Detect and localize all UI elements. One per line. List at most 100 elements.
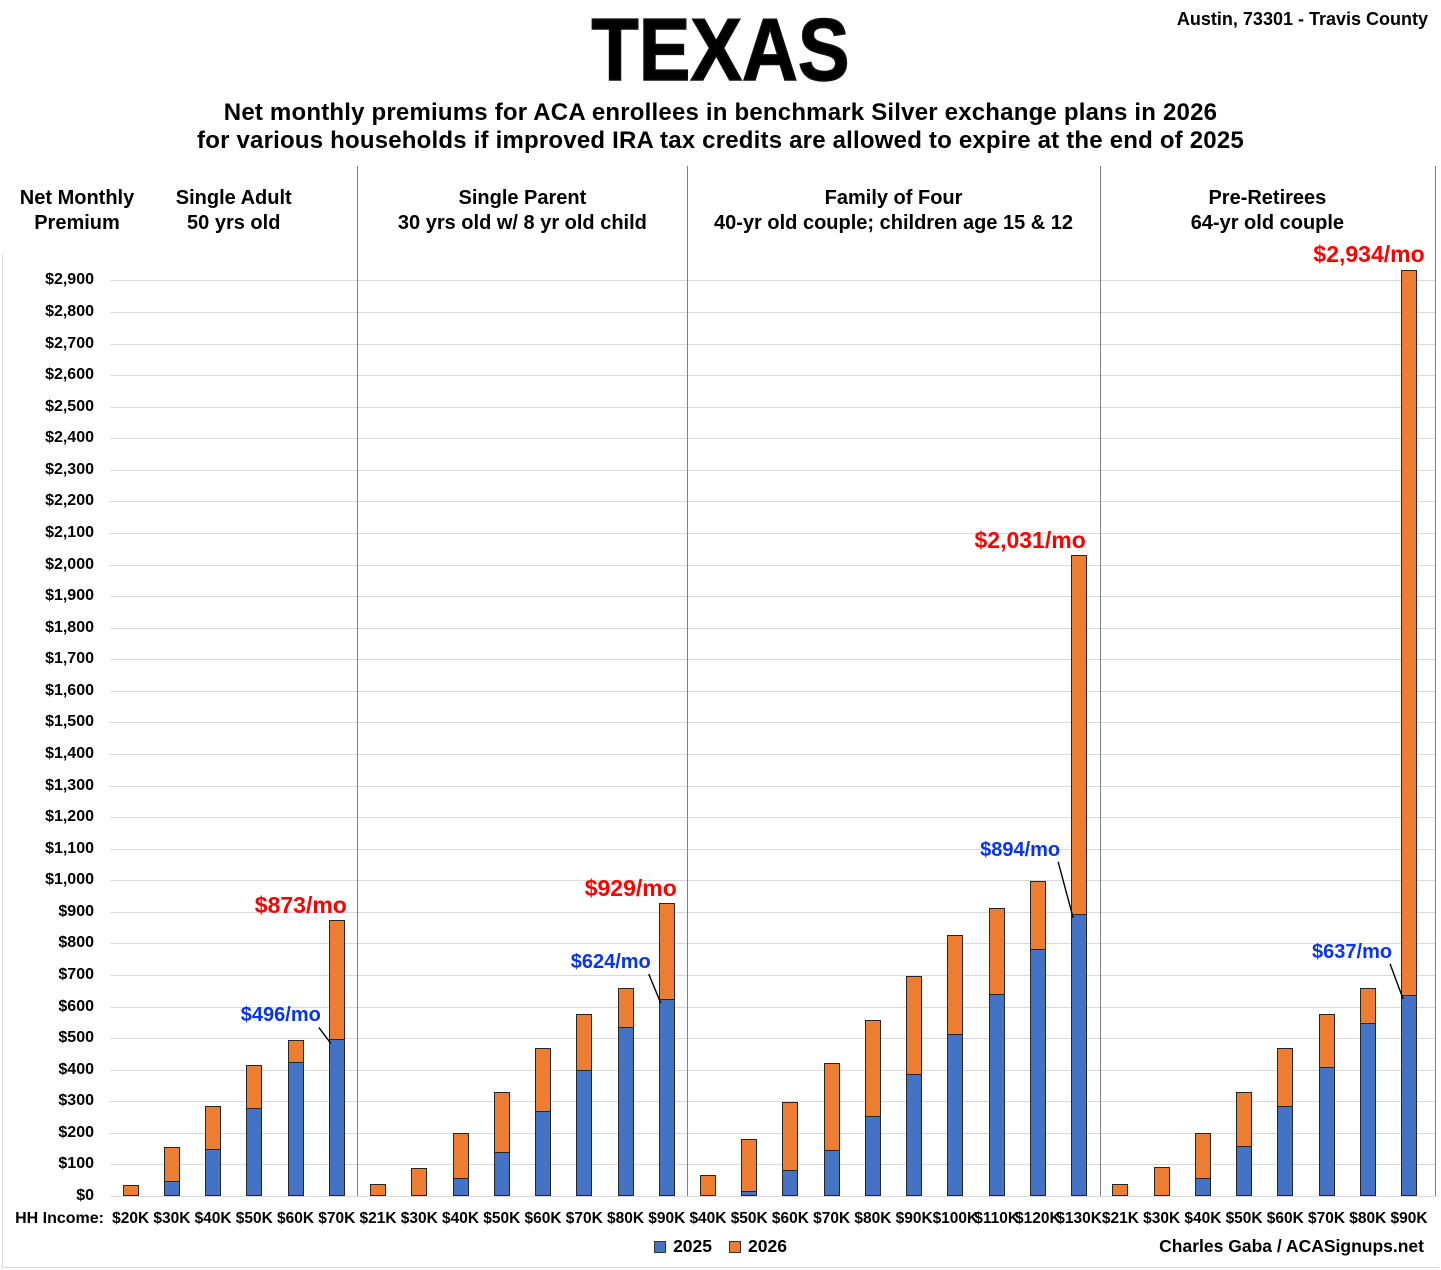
y-tick-label-1000: $1,000 xyxy=(45,871,94,889)
gridline-1000 xyxy=(110,880,1435,882)
annotation-2025-894: $894/mo xyxy=(980,838,1061,861)
annotation-2025-637: $637/mo xyxy=(1312,940,1393,963)
annotation-2026-2031: $2,031/mo xyxy=(974,526,1086,553)
gridline-800 xyxy=(110,943,1435,945)
bar-2025-g1-$70K xyxy=(576,1070,593,1196)
y-tick-label-1200: $1,200 xyxy=(45,808,94,826)
y-tick-label-900: $900 xyxy=(58,902,94,920)
plot-left-border xyxy=(2,254,3,1267)
bar-2025-g1-$60K xyxy=(535,1110,552,1196)
group-header-1: Single Parent 30 yrs old w/ 8 yr old chil… xyxy=(222,186,822,236)
group-header-3-line2: 64-yr old couple xyxy=(1190,212,1345,234)
legend-swatch-2026 xyxy=(729,1240,741,1253)
bar-2026-g1-$40K xyxy=(452,1132,469,1178)
gridline-0 xyxy=(110,1196,1435,1197)
y-tick-label-2400: $2,400 xyxy=(45,429,94,447)
x-label-g0-$60K: $60K xyxy=(277,1210,315,1227)
bar-2025-g2-$100K xyxy=(947,1033,964,1196)
subtitle-line1: Net monthly premiums for ACA enrollees i… xyxy=(223,99,1218,126)
x-label-g2-$40K: $40K xyxy=(689,1210,727,1227)
x-label-g2-$100K: $100K xyxy=(932,1210,979,1227)
y-tick-label-2700: $2,700 xyxy=(45,334,94,352)
annotation-2026-2934: $2,934/mo xyxy=(1313,240,1425,267)
y-tick-label-0: $0 xyxy=(76,1187,94,1204)
bar-2026-g2-$90K xyxy=(906,975,923,1075)
bar-2026-g2-$120K xyxy=(1029,880,1046,949)
bar-2025-g3-$50K xyxy=(1236,1146,1253,1196)
bar-2026-g0-$30K xyxy=(163,1147,180,1181)
gridline-300 xyxy=(110,1101,1435,1103)
group-header-0-line2: 50 yrs old xyxy=(187,212,281,234)
panel-separator-3 xyxy=(1099,166,1101,1196)
bar-2026-g3-$21K xyxy=(1112,1184,1129,1196)
bar-2026-g1-$90K xyxy=(658,902,675,999)
group-header-1-line2: 30 yrs old w/ 8 yr old child xyxy=(397,212,647,234)
bar-2026-g3-$30K xyxy=(1153,1166,1170,1196)
credit: Charles Gaba / ACASignups.net xyxy=(1159,1236,1424,1256)
gridline-600 xyxy=(110,1006,1435,1008)
bar-2025-g1-$50K xyxy=(493,1152,510,1196)
bar-2025-g0-$70K xyxy=(328,1039,345,1196)
gridline-1100 xyxy=(110,848,1435,850)
gridline-1800 xyxy=(110,627,1435,629)
x-label-g2-$110K: $110K xyxy=(974,1210,1020,1227)
bar-2025-g3-$70K xyxy=(1318,1067,1335,1196)
bar-2025-g2-$110K xyxy=(988,993,1005,1196)
gridline-2000 xyxy=(110,564,1435,566)
bar-2025-g2-$70K xyxy=(823,1149,840,1196)
gridline-200 xyxy=(110,1132,1435,1134)
panel-separator-2 xyxy=(687,166,689,1196)
y-tick-label-2200: $2,200 xyxy=(45,492,94,510)
y-tick-label-2800: $2,800 xyxy=(45,302,94,320)
x-label-g0-$20K: $20K xyxy=(112,1210,150,1227)
gridline-1900 xyxy=(110,596,1435,598)
bar-2026-g2-$50K xyxy=(741,1138,758,1191)
gridline-400 xyxy=(110,1069,1435,1071)
bar-2026-g3-$70K xyxy=(1318,1014,1335,1068)
y-tick-label-700: $700 xyxy=(58,965,94,983)
chart-subtitle: Net monthly premiums for ACA enrollees i… xyxy=(0,99,1441,155)
legend-item-2026: 2026 xyxy=(729,1236,787,1257)
y-tick-label-2900: $2,900 xyxy=(45,271,94,289)
bar-2025-g1-$80K xyxy=(617,1026,634,1196)
gridline-2700 xyxy=(110,343,1435,345)
gridline-2200 xyxy=(110,501,1435,503)
y-tick-label-1600: $1,600 xyxy=(45,681,94,699)
bar-2026-g1-$30K xyxy=(411,1167,428,1196)
x-label-g2-$130K: $130K xyxy=(1056,1210,1102,1227)
group-header-3: Pre-Retirees 64-yr old couple xyxy=(967,186,1441,236)
bar-2026-g3-$90K xyxy=(1401,269,1418,995)
x-label-g0-$40K: $40K xyxy=(194,1210,232,1227)
gridline-1200 xyxy=(110,817,1435,819)
x-label-g1-$40K: $40K xyxy=(442,1210,480,1227)
gridline-2600 xyxy=(110,375,1435,377)
legend-label-2025: 2025 xyxy=(673,1236,712,1256)
bar-2025-g2-$120K xyxy=(1029,948,1046,1196)
bar-2026-g0-$40K xyxy=(205,1106,222,1149)
bar-2026-g3-$60K xyxy=(1277,1048,1294,1106)
plot-right-border xyxy=(1435,166,1436,1196)
bar-2026-g2-$60K xyxy=(782,1102,799,1171)
location-label: Austin, 73301 - Travis County xyxy=(1176,9,1428,29)
bar-2025-g3-$40K xyxy=(1194,1178,1211,1196)
y-tick-label-600: $600 xyxy=(58,997,94,1015)
bar-2026-g1-$21K xyxy=(370,1184,387,1196)
annotation-2025-624: $624/mo xyxy=(570,950,651,973)
x-label-g0-$30K: $30K xyxy=(153,1210,191,1227)
group-header-2: Family of Four 40-yr old couple; children… xyxy=(594,186,1194,236)
annotation-2026-873: $873/mo xyxy=(254,892,347,919)
bar-2025-g3-$90K xyxy=(1401,994,1418,1196)
x-label-g1-$60K: $60K xyxy=(524,1210,562,1227)
x-label-g3-$40K: $40K xyxy=(1184,1210,1222,1227)
gridline-2800 xyxy=(110,311,1435,313)
gridline-2300 xyxy=(110,469,1435,471)
x-label-g1-$50K: $50K xyxy=(483,1210,521,1227)
bar-2026-g2-$100K xyxy=(947,935,964,1034)
bar-2025-g2-$60K xyxy=(782,1170,799,1196)
y-tick-label-500: $500 xyxy=(58,1029,94,1047)
x-label-g2-$70K: $70K xyxy=(813,1210,851,1227)
gridline-1600 xyxy=(110,690,1435,692)
gridline-500 xyxy=(110,1038,1435,1040)
group-header-0: Single Adult 50 yrs old xyxy=(0,186,534,236)
